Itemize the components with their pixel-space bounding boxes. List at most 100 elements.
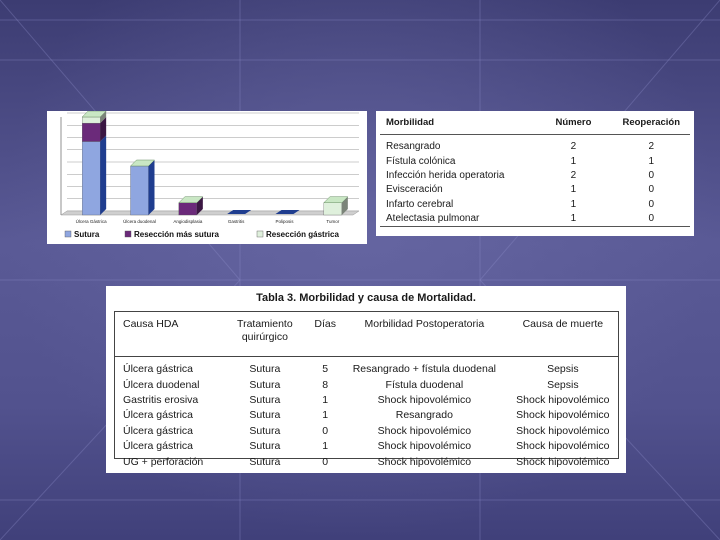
cell-morbilidad: Fístula colónica: [386, 155, 456, 167]
morbilidad-table-panel: Morbilidad Número Reoperación Resangrado…: [376, 111, 694, 236]
cell-morbilidad-postop: Resangrado: [395, 409, 453, 422]
cell-reoperacion: 0: [648, 169, 655, 181]
bar-resección-más-sutura: [178, 202, 197, 216]
cell-tratamiento: Sutura: [249, 363, 281, 376]
bar-sutura: [82, 141, 101, 216]
cell-tratamiento: Sutura: [249, 424, 281, 437]
cell-numero: 1: [534, 211, 607, 228]
legend-swatch: [256, 230, 264, 238]
tabla3-box: Causa HDA Tratamiento quirúrgico Días Mo…: [114, 311, 619, 468]
cell-morbilidad: Evisceración: [386, 184, 443, 196]
table-row: Úlcera gástrica Sutura 1 Resangrado Shock hi…: [115, 408, 618, 423]
cell-dias: 0: [322, 424, 329, 437]
cell-dias: 8: [322, 378, 329, 391]
x-tick-label: Angiodisplasia: [173, 219, 203, 224]
cell-morbilidad-postop: Shock hipovolémico: [377, 440, 472, 453]
bar-resección-más-sutura: [82, 122, 101, 142]
table-row: Gastritis erosiva Sutura 1 Shock hipovolémi…: [115, 393, 618, 408]
table-row: Úlcera gástrica Sutura 0 Shock hipovolémico…: [115, 424, 618, 439]
table-row: UG + perforación Sutura 0 Shock hipovolémic…: [115, 454, 618, 469]
legend-label: Resección gástrica: [266, 230, 339, 239]
cell-morbilidad: Resangrado: [386, 141, 441, 153]
cell-tratamiento: Sutura: [249, 393, 281, 406]
cell-morbilidad: Infección herida operatoria: [386, 169, 505, 181]
header-reoperacion: Reoperación: [606, 111, 690, 135]
legend-label: Resección más sutura: [134, 230, 219, 239]
cell-numero: 2: [570, 169, 577, 181]
header-dias: Días: [309, 312, 342, 357]
bar-top: [178, 196, 204, 203]
cell-causa-muerte: Sepsis: [547, 363, 579, 376]
table-row: Evisceración 1 0: [380, 183, 690, 197]
cell-dias: 1: [322, 440, 329, 453]
cell-causa-muerte: Sepsis: [547, 378, 579, 391]
cell-tratamiento: Sutura: [249, 409, 281, 422]
x-tick-label: Poliposis: [275, 219, 294, 224]
x-tick-label: Úlcera duodenal: [123, 218, 156, 224]
bar-side: [100, 135, 107, 215]
cell-morbilidad-postop: Shock hipovolémico: [377, 424, 472, 437]
cell-morbilidad-postop: Shock hipovolémico: [377, 393, 472, 406]
bar-sutura: [130, 165, 149, 216]
cell-causa-muerte: Shock hipovolémico: [516, 455, 610, 468]
bar-side: [100, 111, 107, 124]
chart-floor: [60, 210, 360, 216]
cell-reoperacion: 0: [606, 211, 690, 228]
cell-reoperacion: 0: [648, 198, 655, 210]
cell-causa-muerte: Shock hipovolémico: [516, 393, 610, 406]
cell-tratamiento: Sutura: [249, 455, 281, 468]
tabla3-title: Tabla 3. Morbilidad y causa de Mortalida…: [256, 292, 476, 304]
table-row: Fístula colónica 1 1: [380, 154, 690, 168]
cell-reoperacion: 1: [648, 155, 655, 167]
header-morbilidad: Morbilidad: [380, 111, 535, 135]
cell-dias: 1: [322, 409, 329, 422]
bar-resección-gástrica: [323, 202, 342, 216]
bar-chart-panel: Úlcera Gástrica Úlcera duodenal Angiodispl…: [47, 111, 367, 244]
table-row: Infarto cerebral 1 0: [380, 198, 690, 212]
cell-causa-hda: Gastritis erosiva: [123, 393, 199, 406]
table-row: Atelectasia pulmonar 1 0: [380, 211, 690, 228]
cell-morbilidad-postop: Resangrado + fístula duodenal: [352, 363, 497, 376]
table-row: Infección herida operatoria 2 0: [380, 169, 690, 183]
bar-side: [100, 117, 107, 142]
header-tratamiento: Tratamiento quirúrgico: [220, 312, 310, 357]
table-row: Resangrado 2 2: [380, 135, 690, 155]
cell-numero: 2: [570, 141, 577, 153]
cell-numero: 1: [570, 198, 577, 210]
x-tick-label: Gastritis: [228, 219, 245, 224]
bar-slab: [227, 210, 252, 214]
bar-top: [129, 159, 156, 167]
header-causa-hda: Causa HDA: [115, 312, 221, 357]
table-row: Úlcera gástrica Sutura 1 Shock hipovolémico…: [115, 439, 618, 454]
cell-causa-hda: Úlcera duodenal: [123, 378, 200, 391]
table-row: Úlcera gástrica Sutura 5 Resangrado + fístu…: [115, 357, 618, 378]
cell-causa-muerte: Shock hipovolémico: [516, 440, 610, 453]
cell-causa-hda: Úlcera gástrica: [123, 363, 194, 376]
table-row: Úlcera duodenal Sutura 8 Fístula duodenal Se…: [115, 377, 618, 392]
legend-label: Sutura: [74, 230, 100, 239]
morbilidad-header-row: Morbilidad Número Reoperación: [380, 111, 690, 135]
bar-side: [148, 160, 155, 215]
tabla3-panel: Tabla 3. Morbilidad y causa de Mortalida…: [106, 286, 626, 473]
bar-resección-gástrica: [82, 116, 101, 124]
cell-causa-hda: Úlcera gástrica: [123, 440, 194, 453]
bar-chart: Úlcera Gástrica Úlcera duodenal Angiodispl…: [60, 111, 360, 239]
cell-morbilidad: Atelectasia pulmonar: [380, 211, 535, 228]
tabla3-header-row: Causa HDA Tratamiento quirúrgico Días Mo…: [115, 312, 618, 357]
cell-dias: 1: [322, 393, 329, 406]
cell-causa-hda: Úlcera gástrica: [123, 409, 194, 422]
bar-top: [323, 196, 349, 203]
cell-dias: 0: [322, 455, 329, 468]
header-morbilidad-postop: Morbilidad Postoperatoria: [341, 312, 508, 357]
tabla3-table: Causa HDA Tratamiento quirúrgico Días Mo…: [115, 312, 618, 470]
morbilidad-table: Morbilidad Número Reoperación Resangrado…: [380, 111, 690, 228]
bar-slab: [275, 210, 300, 214]
legend-swatch: [64, 230, 72, 238]
cell-causa-hda: Úlcera gástrica: [123, 424, 194, 437]
x-tick-label: Úlcera Gástrica: [76, 218, 108, 224]
cell-morbilidad-postop: Fístula duodenal: [385, 378, 464, 391]
cell-reoperacion: 2: [648, 141, 655, 153]
header-causa-muerte: Causa de muerte: [507, 312, 618, 357]
x-tick-label: Tumor: [326, 219, 339, 224]
cell-reoperacion: 0: [648, 184, 655, 196]
